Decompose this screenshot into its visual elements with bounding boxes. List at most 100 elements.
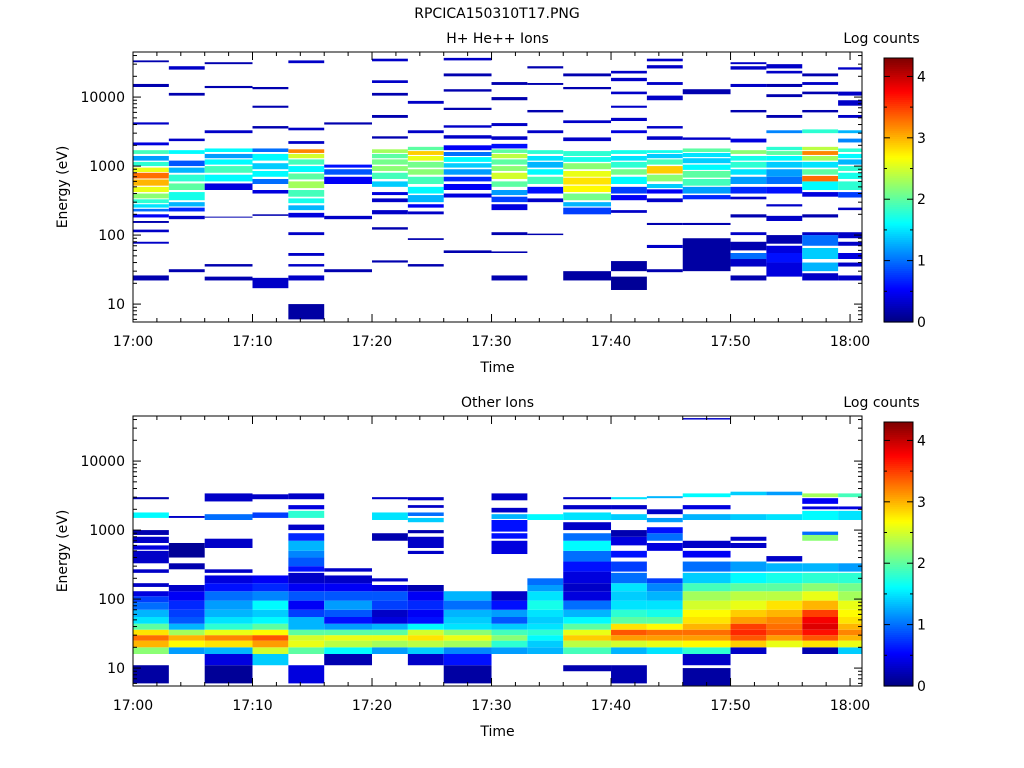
heatmap-cell <box>443 57 492 61</box>
heatmap-cell <box>491 635 528 641</box>
heatmap-cell <box>491 181 528 187</box>
heatmap-cell <box>838 609 862 617</box>
heatmap-cell <box>766 491 803 496</box>
heatmap-cell <box>646 533 683 541</box>
heatmap-cell <box>838 148 862 152</box>
heatmap-cell <box>802 623 839 630</box>
colorbar-segment <box>884 428 913 431</box>
heatmap-cell <box>288 550 325 558</box>
heatmap-cell <box>838 629 862 636</box>
heatmap-cell <box>407 146 444 151</box>
heatmap-cell <box>168 647 205 654</box>
heatmap-cell <box>288 159 325 165</box>
colorbar-tick-label: 4 <box>917 69 926 85</box>
heatmap-cell <box>288 665 325 684</box>
heatmap-cell <box>730 623 767 630</box>
heatmap-cell <box>563 550 612 562</box>
colorbar-segment <box>884 597 913 600</box>
heatmap-cell <box>766 235 803 244</box>
heatmap-cell <box>443 176 492 182</box>
heatmap-cell <box>133 208 169 212</box>
heatmap-cell <box>682 158 731 164</box>
heatmap-cell <box>133 214 169 218</box>
heatmap-cell <box>204 623 253 630</box>
colorbar-segment <box>884 556 913 559</box>
colorbar-segment <box>884 144 913 148</box>
heatmap-cell <box>491 143 528 149</box>
heatmap-cell <box>288 127 325 131</box>
heatmap-cell <box>491 540 528 555</box>
heatmap-cell <box>168 92 205 96</box>
heatmap-cell <box>204 174 253 182</box>
heatmap-cell <box>491 136 528 140</box>
heatmap-cell <box>730 169 767 175</box>
heatmap-cell <box>563 86 612 90</box>
heatmap-cell <box>682 629 731 636</box>
heatmap-cell <box>324 623 373 630</box>
colorbar-segment <box>884 154 913 158</box>
heatmap-cell <box>730 536 767 541</box>
heatmap-cell <box>646 269 683 273</box>
heatmap-cell <box>204 575 253 584</box>
colorbar-segment <box>884 527 913 530</box>
heatmap-cell <box>646 609 683 617</box>
heatmap-cell <box>730 583 767 592</box>
x-tick-label: 17:00 <box>113 334 153 350</box>
heatmap-cell <box>730 629 767 636</box>
heatmap-cell <box>252 617 289 624</box>
heatmap-cell <box>563 170 612 177</box>
colorbar-segment <box>884 62 913 65</box>
heatmap-cell <box>646 617 683 624</box>
heatmap-cell <box>443 654 492 666</box>
heatmap-cell <box>802 146 839 151</box>
colorbar-segment <box>884 68 913 71</box>
heatmap-cell <box>682 514 731 520</box>
colorbar-segment <box>884 683 913 687</box>
heatmap-cell <box>407 195 444 203</box>
heatmap-cell <box>838 253 862 260</box>
heatmap-cell <box>443 193 492 198</box>
heatmap-cell <box>802 192 839 197</box>
colorbar-segment <box>884 609 913 613</box>
heatmap-cell <box>168 515 205 518</box>
heatmap-cell <box>252 105 289 108</box>
colorbar-segment <box>884 208 913 212</box>
heatmap-cell <box>324 640 373 648</box>
heatmap-cell <box>802 129 839 134</box>
heatmap-cell <box>766 169 803 177</box>
heatmap-cell <box>766 70 803 74</box>
x-tick-label: 17:30 <box>471 334 511 350</box>
colorbar-segment <box>884 506 913 510</box>
heatmap-cell <box>252 163 289 170</box>
colorbar-segment <box>884 80 913 84</box>
colorbar-segment <box>884 258 913 261</box>
colorbar-segment <box>884 233 913 236</box>
colorbar-segment <box>884 642 913 646</box>
colorbar-segment <box>884 175 913 179</box>
heatmap-cell <box>443 73 492 77</box>
colorbar-segment <box>884 97 913 100</box>
heatmap-cell <box>527 647 564 654</box>
heatmap-cell <box>802 572 839 584</box>
colorbar-segment <box>884 628 913 631</box>
heatmap-cell <box>563 202 612 207</box>
heatmap-cell <box>527 629 564 636</box>
colorbar-segment <box>884 523 913 526</box>
heatmap-cell <box>288 264 325 267</box>
heatmap-cell <box>527 600 564 610</box>
colorbar-segment <box>884 566 913 570</box>
heatmap-cell <box>288 275 325 281</box>
heatmap-cell <box>646 542 683 551</box>
heatmap-cell <box>133 640 169 648</box>
heatmap-cell <box>372 578 408 582</box>
heatmap-cell <box>838 172 862 179</box>
heatmap-cell <box>204 276 253 281</box>
heatmap-cell <box>443 640 492 648</box>
colorbar-segment <box>884 253 913 257</box>
heatmap-cell <box>730 196 767 200</box>
heatmap-cell <box>838 159 862 165</box>
heatmap-cell <box>802 510 839 520</box>
heatmap-cell <box>372 181 408 187</box>
heatmap-cell <box>133 199 169 204</box>
colorbar-segment <box>884 161 913 164</box>
